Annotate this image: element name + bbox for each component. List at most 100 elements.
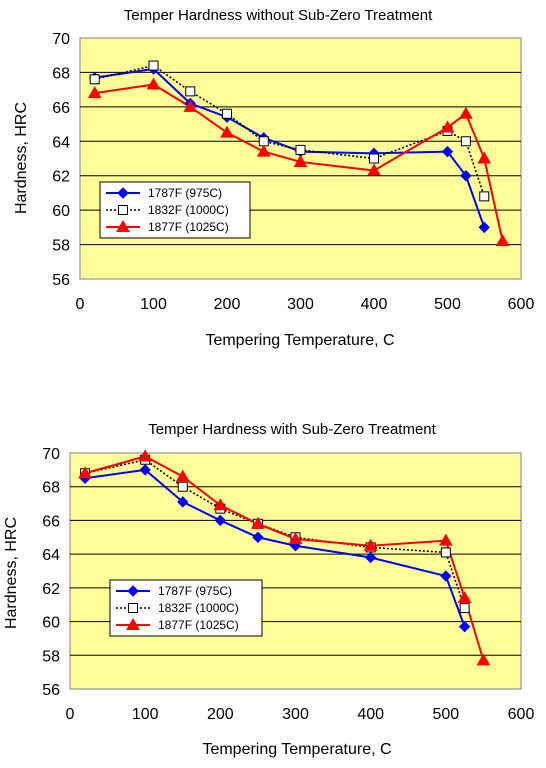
data-point [185,86,196,97]
data-point [440,570,452,582]
legend-label: 1787F (975C) [158,584,232,598]
data-point [440,547,451,558]
data-point [222,108,232,119]
x-tick-label: 200 [214,296,241,313]
y-tick-label: 70 [42,446,60,463]
series-line [84,455,485,661]
legend-label: 1832F (1000C) [148,203,229,217]
data-point [367,163,381,176]
data-point [175,469,190,482]
chart-with-sub-zero: Temper Hardness with Sub-Zero Treatment … [3,421,535,758]
data-point [213,498,228,511]
data-point [441,145,454,158]
y-tick-label: 62 [52,169,70,186]
data-point [457,590,472,603]
data-point [183,99,198,112]
data-point [252,531,264,543]
x-tick-label: 300 [287,296,314,313]
data-point [476,653,491,666]
data-point [214,514,227,527]
y-tick-label: 68 [52,65,70,82]
legend-marker [128,603,138,613]
data-point [459,603,470,614]
y-tick-label: 68 [42,480,60,497]
data-point [479,191,490,202]
data-point [459,106,473,119]
data-point [220,125,234,138]
series-line [94,67,486,228]
data-point [364,551,377,564]
data-point [440,120,455,133]
data-point [138,449,153,462]
x-tick-label: 400 [361,296,388,313]
y-tick-label: 62 [42,581,60,598]
x-tick-label: 200 [207,706,234,723]
x-tick-label: 300 [282,706,309,723]
data-point [256,144,271,157]
chart-title: Temper Hardness with Sub-Zero Treatment [148,421,436,438]
data-point [460,170,472,182]
data-point [478,221,490,234]
data-point [148,60,159,71]
data-point [477,151,492,164]
legend: 1787F (975C) 1832F (1000C) 1877F (1025C) [109,579,263,637]
data-point [495,234,510,247]
x-tick-label: 500 [432,706,459,723]
data-point [295,144,306,155]
data-point [89,74,100,85]
legend-marker [117,187,129,199]
x-tick-label: 100 [132,706,159,723]
y-tick-label: 56 [42,682,60,699]
y-tick-label: 64 [52,134,70,151]
data-point [458,620,471,633]
data-point [146,77,161,90]
y-tick-label: 60 [42,615,60,632]
y-tick-label: 66 [42,513,60,530]
x-tick-label: 600 [508,706,535,723]
data-point [369,153,379,164]
x-axis-label: Tempering Temperature, C [205,332,394,349]
x-tick-label: 400 [357,706,384,723]
data-point [460,136,471,147]
y-tick-label: 64 [42,547,60,564]
plot-area [69,452,522,690]
x-tick-label: 0 [66,706,75,723]
x-tick-label: 500 [434,296,461,313]
data-point [87,86,102,99]
data-point [177,481,188,492]
data-point [251,516,265,529]
data-point [139,464,151,476]
chart-without-sub-zero: Temper Hardness without Sub-Zero Treatme… [13,7,535,349]
y-tick-label: 66 [52,100,70,117]
series-line [84,458,466,609]
y-axis-label: Hardness, HRC [3,517,20,629]
data-point [288,531,303,544]
data-point [258,136,269,147]
y-tick-label: 56 [52,272,70,289]
legend-marker [127,585,139,597]
series-line [94,64,486,197]
legend-label: 1877F (1025C) [158,618,239,632]
legend-marker [118,205,128,215]
data-point [438,533,453,546]
x-tick-label: 0 [76,296,85,313]
y-tick-label: 70 [52,31,70,48]
legend-marker [126,617,140,630]
data-point [78,466,92,479]
legend-label: 1832F (1000C) [158,601,239,615]
legend-label: 1877F (1025C) [148,220,229,234]
x-axis-label: Tempering Temperature, C [202,741,391,758]
legend-label: 1787F (975C) [148,186,222,200]
data-point [293,154,308,167]
y-tick-label: 60 [52,203,70,220]
y-tick-label: 58 [52,238,70,255]
x-tick-label: 600 [508,296,535,313]
legend-marker [116,219,130,232]
legend: 1787F (975C) 1832F (1000C) 1877F (1025C) [99,181,251,239]
y-tick-label: 58 [42,648,60,665]
x-tick-label: 100 [140,296,167,313]
data-point [363,538,378,551]
chart-title: Temper Hardness without Sub-Zero Treatme… [124,7,433,24]
data-point [177,496,189,508]
y-axis-label: Hardness, HRC [13,102,30,214]
